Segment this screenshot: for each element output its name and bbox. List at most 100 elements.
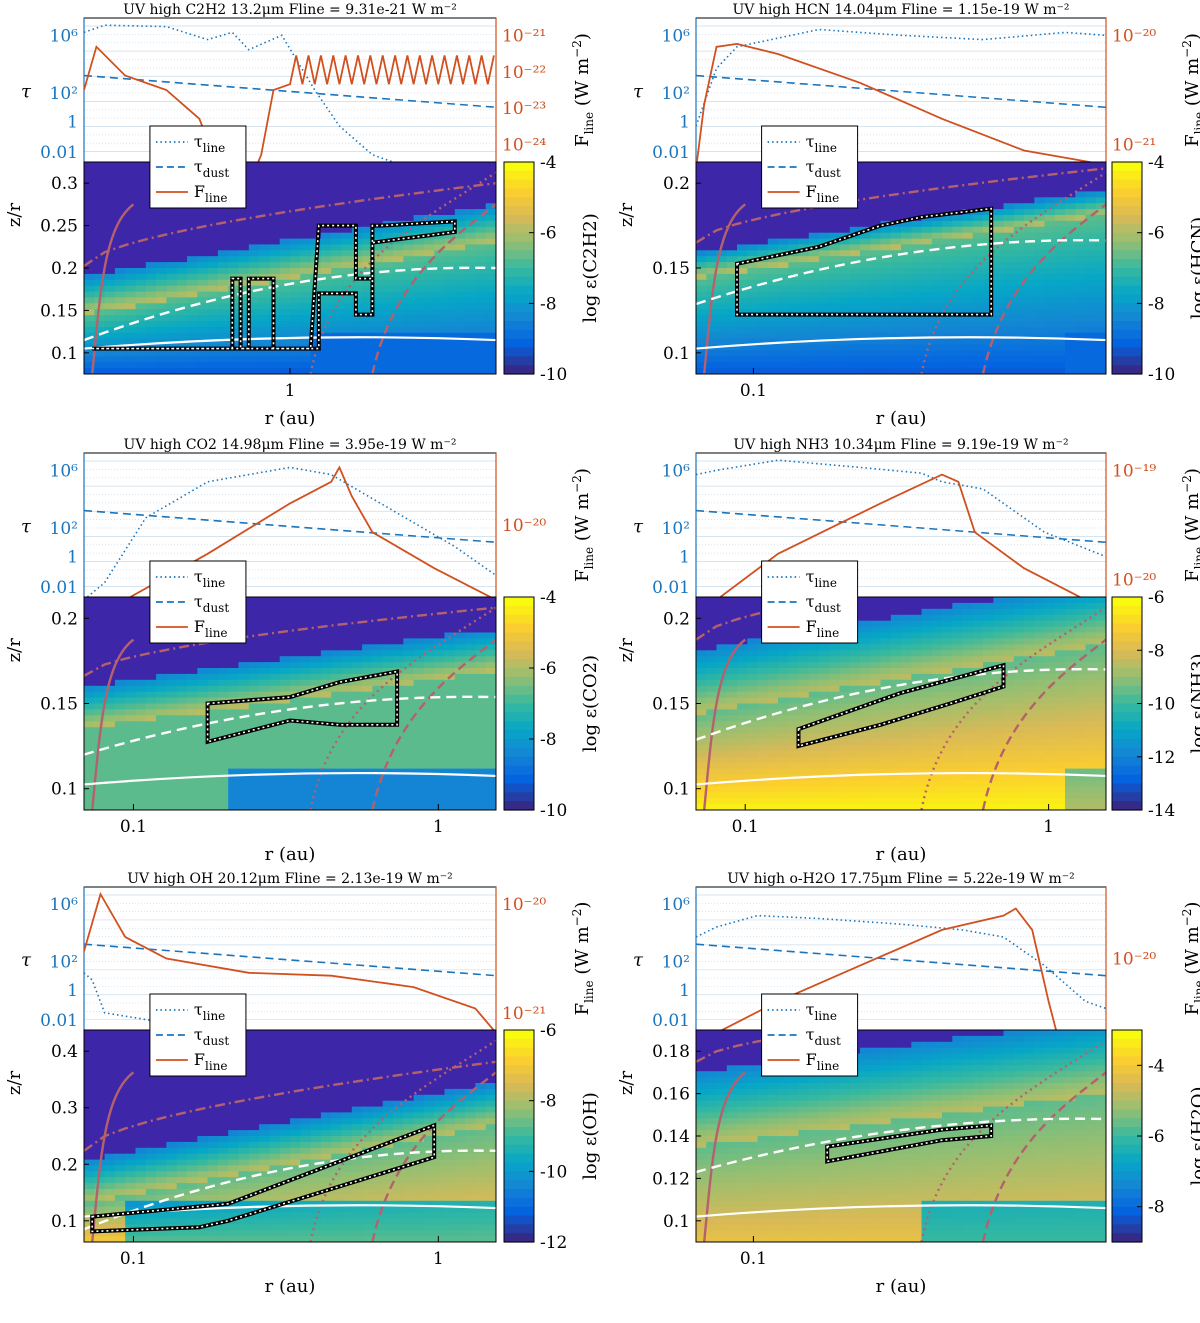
heatmap-cell — [1024, 209, 1035, 216]
heatmap-cell — [696, 274, 707, 281]
heatmap-cell — [706, 792, 717, 799]
heatmap-cell — [1014, 644, 1025, 651]
heatmap-cell — [455, 280, 466, 287]
heatmap-cell — [156, 698, 167, 705]
heatmap-cell — [870, 733, 881, 740]
colorbar-step — [1112, 215, 1142, 224]
heatmap-cell — [290, 739, 301, 746]
heatmap-cell — [932, 650, 943, 657]
heatmap-cell — [788, 362, 799, 369]
heatmap-cell — [1055, 597, 1066, 604]
heatmap-cell — [156, 1154, 167, 1161]
heatmap-cell — [1034, 309, 1045, 316]
heatmap-cell — [1055, 638, 1066, 645]
heatmap-cell — [434, 763, 445, 770]
heatmap-cell — [146, 698, 157, 705]
heatmap-cell — [747, 644, 758, 651]
heatmap-cell — [829, 721, 840, 728]
heatmap-cell — [125, 757, 136, 764]
heatmap-cell — [819, 769, 830, 776]
heatmap-cell — [891, 751, 902, 758]
heatmap-cell — [197, 751, 208, 758]
heatmap-cell — [1004, 244, 1015, 251]
heatmap-cell — [218, 721, 229, 728]
heatmap-cell — [331, 715, 342, 722]
heatmap-cell — [1034, 745, 1045, 752]
heatmap-cell — [475, 733, 486, 740]
heatmap-cell — [881, 345, 892, 352]
heatmap-cell — [891, 698, 902, 705]
heatmap-cell — [1096, 698, 1107, 705]
heatmap-cell — [973, 798, 984, 805]
heatmap-cell — [1065, 303, 1076, 310]
heatmap-cell — [860, 751, 871, 758]
heatmap-cell — [993, 644, 1004, 651]
heatmap-cell — [197, 1136, 208, 1143]
heatmap-cell — [983, 745, 994, 752]
heatmap-cell — [891, 356, 902, 363]
heatmap-cell — [136, 1165, 147, 1172]
heatmap-cell — [1086, 674, 1097, 681]
heatmap-cell — [321, 792, 332, 799]
heatmap-cell — [290, 339, 301, 346]
heatmap-cell — [383, 345, 394, 352]
heatmap-cell — [809, 362, 820, 369]
heatmap-cell — [768, 656, 779, 663]
heatmap-cell — [1024, 286, 1035, 293]
heatmap-cell — [932, 303, 943, 310]
heatmap-cell — [1096, 333, 1107, 340]
heatmap-cell — [881, 621, 892, 628]
heatmap-cell — [269, 715, 280, 722]
heatmap-cell — [136, 680, 147, 687]
heatmap-cell — [352, 739, 363, 746]
heatmap-cell — [125, 303, 136, 310]
heatmap-cell — [290, 780, 301, 787]
heatmap-cell — [1034, 292, 1045, 299]
heatmap-cell — [942, 621, 953, 628]
heatmap-cell — [983, 656, 994, 663]
heatmap-cell — [136, 1154, 147, 1161]
heatmap-cell — [177, 280, 188, 287]
heatmap-cell — [280, 239, 291, 246]
heatmap-cell — [840, 792, 851, 799]
heatmap-cell — [84, 769, 95, 776]
heatmap-cell — [809, 709, 820, 716]
heatmap-cell — [228, 350, 239, 357]
heatmap-cell — [1075, 203, 1086, 210]
heatmap-cell — [125, 1218, 136, 1225]
heatmap-cell — [486, 662, 497, 669]
heatmap-cell — [963, 650, 974, 657]
heatmap-cell — [993, 733, 1004, 740]
heatmap-cell — [280, 250, 291, 256]
heatmap-cell — [331, 362, 342, 369]
heatmap-cell — [166, 698, 177, 705]
heatmap-cell — [768, 763, 779, 770]
heatmap-cell — [300, 786, 311, 793]
heatmap-cell — [932, 727, 943, 734]
heatmap-cell — [156, 1183, 167, 1190]
heatmap-cell — [942, 345, 953, 352]
heatmap-cell — [983, 680, 994, 687]
heatmap-cell — [870, 321, 881, 328]
heatmap-cell — [177, 268, 188, 275]
colorbar-step — [504, 171, 534, 180]
heatmap-cell — [465, 350, 476, 357]
tau-tick-label: 1 — [67, 548, 78, 568]
heatmap-cell — [788, 780, 799, 787]
heatmap-cell — [208, 262, 219, 269]
heatmap-cell — [1075, 780, 1086, 787]
heatmap-cell — [486, 798, 497, 805]
heatmap-cell — [424, 244, 435, 251]
heatmap-cell — [445, 315, 456, 322]
heatmap-cell — [1075, 250, 1086, 256]
heatmap-cell — [177, 769, 188, 776]
heatmap-cell — [362, 656, 373, 663]
heatmap-cell — [788, 792, 799, 799]
heatmap-cell — [156, 721, 167, 728]
heatmap-cell — [778, 786, 789, 793]
heatmap-cell — [1045, 698, 1056, 705]
heatmap-cell — [1014, 775, 1025, 782]
heatmap-cell — [922, 292, 933, 299]
heatmap-cell — [177, 733, 188, 740]
heatmap-cell — [737, 321, 748, 328]
